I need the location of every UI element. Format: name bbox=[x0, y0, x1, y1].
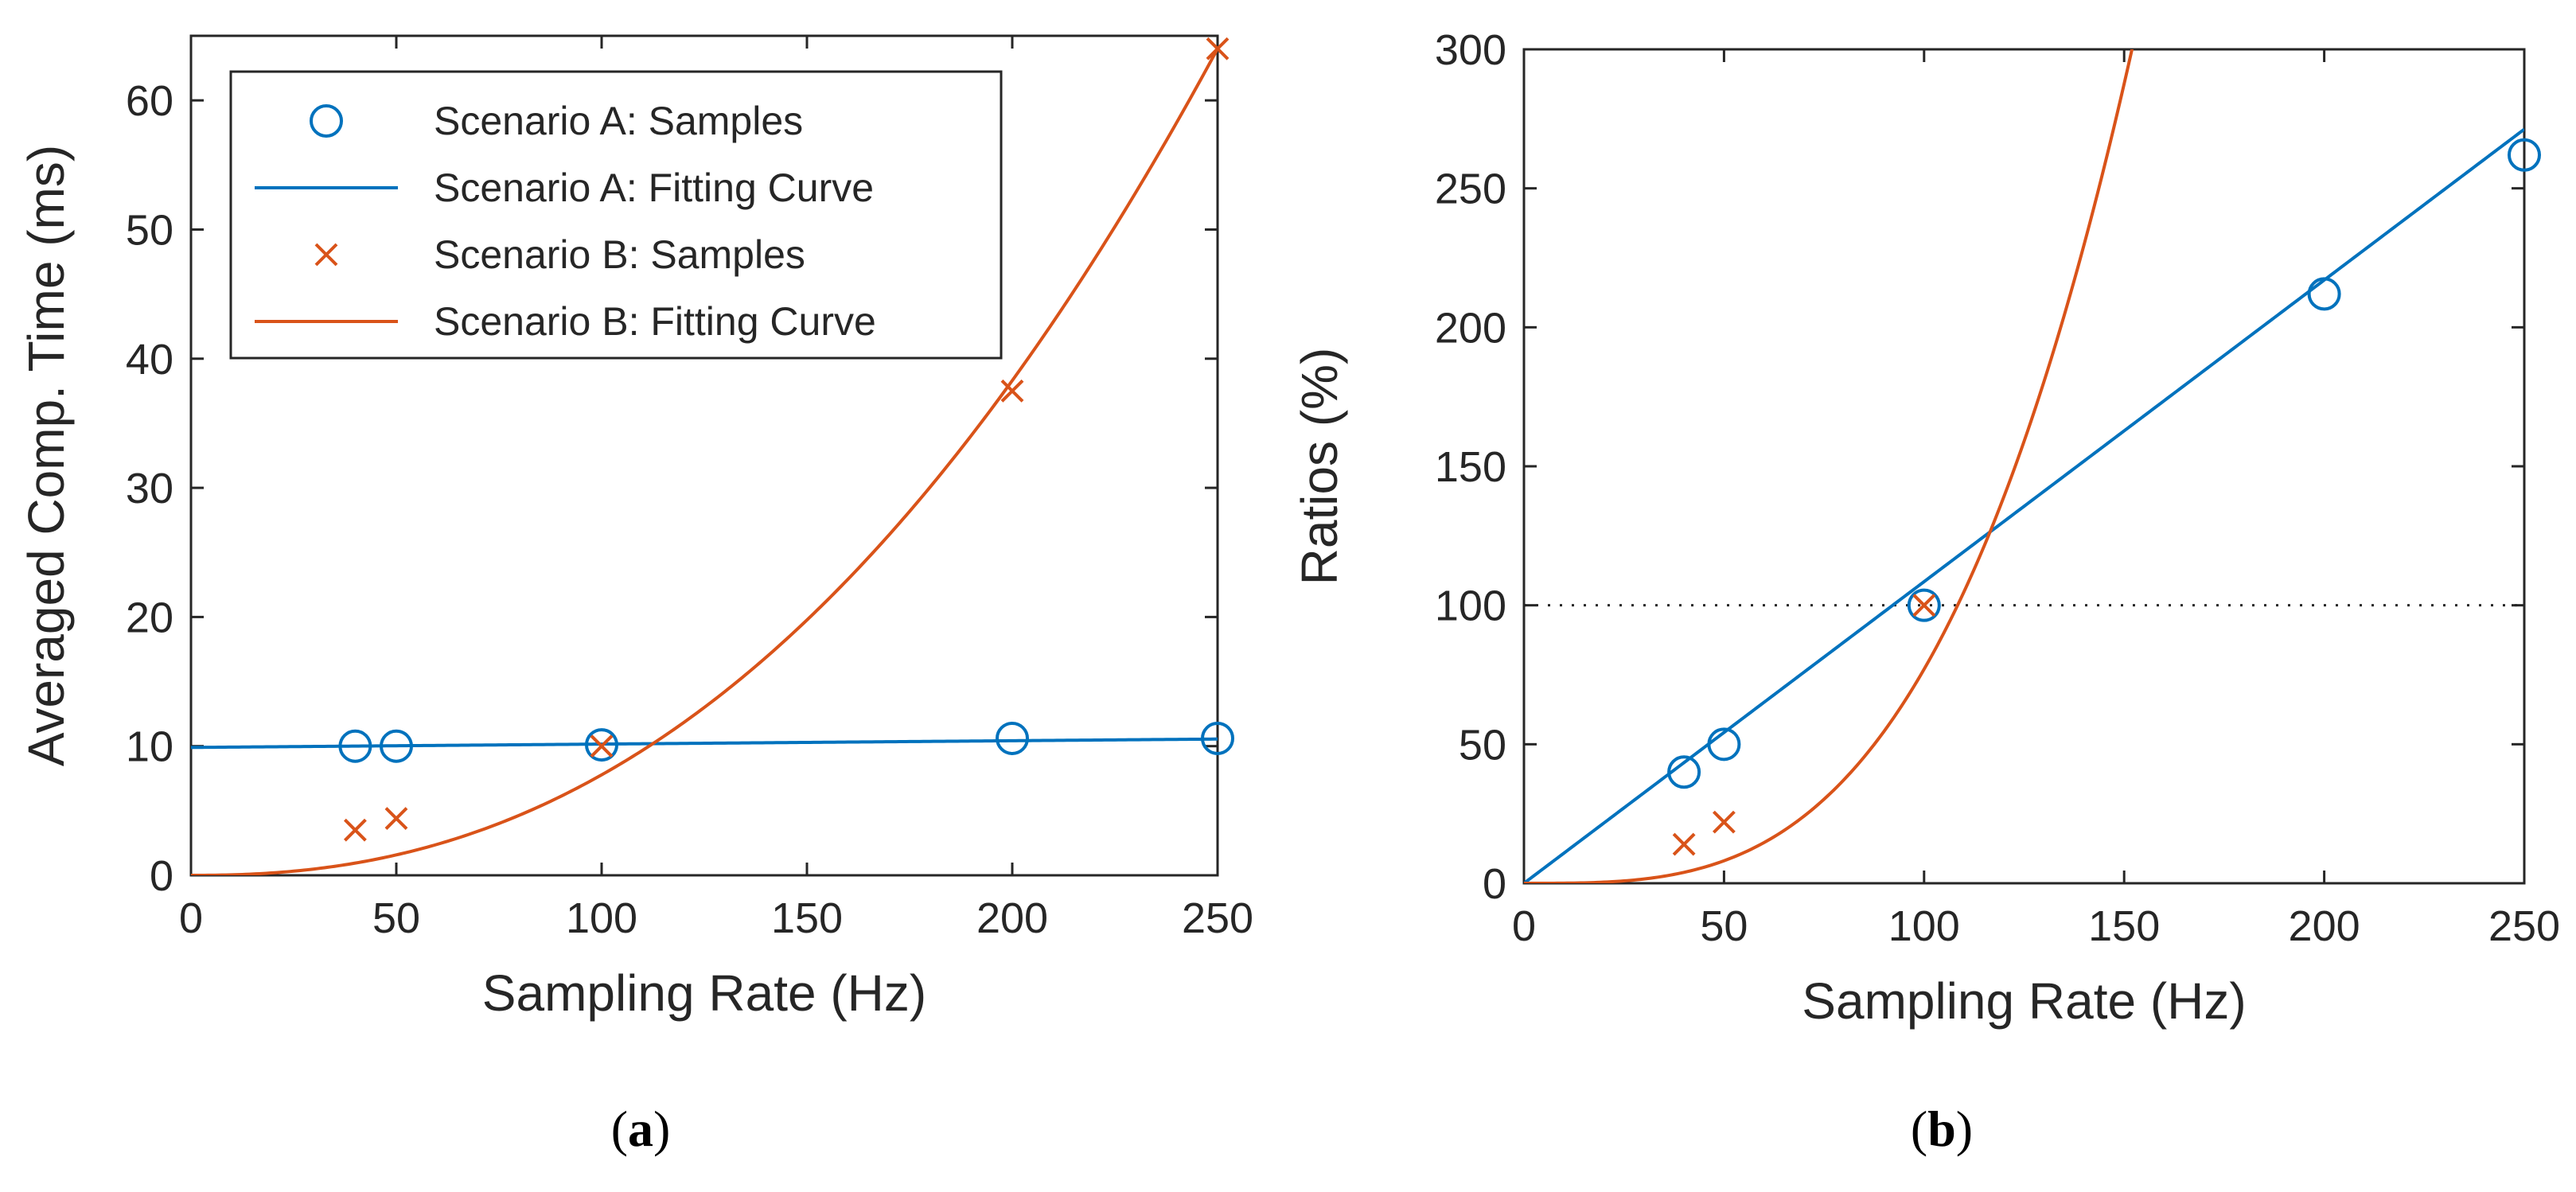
legend-entry-label: Scenario B: Samples bbox=[434, 232, 805, 277]
y-tick-label: 300 bbox=[1435, 26, 1506, 74]
legend-x-swatch bbox=[314, 243, 338, 267]
x-tick-label: 50 bbox=[1700, 902, 1748, 950]
scenario-a-sample-point bbox=[1201, 721, 1234, 755]
y-tick-label: 100 bbox=[1435, 582, 1506, 630]
scenario-a-sample-point bbox=[338, 729, 372, 763]
y-axis-label: Averaged Comp. Time (ms) bbox=[18, 145, 75, 766]
scenario-b-sample-point bbox=[1912, 594, 1936, 617]
caption-close-paren: ) bbox=[1956, 1100, 1973, 1157]
caption-open-paren: ( bbox=[1911, 1100, 1927, 1157]
legend: Scenario A: Samples Scenario A: Fitting C… bbox=[229, 70, 1003, 360]
x-tick-label: 200 bbox=[976, 894, 1048, 942]
y-tick-label: 200 bbox=[1435, 304, 1506, 352]
caption-letter: b bbox=[1927, 1100, 1956, 1157]
scenario-a-sample-point bbox=[1907, 588, 1941, 622]
y-tick-label: 150 bbox=[1435, 443, 1506, 491]
axes-box bbox=[189, 34, 1219, 877]
y-tick-label: 250 bbox=[1435, 166, 1506, 213]
legend-entry-label: Scenario B: Fitting Curve bbox=[434, 299, 876, 344]
legend-box bbox=[229, 70, 1003, 360]
legend-entry-label: Scenario A: Fitting Curve bbox=[434, 166, 874, 210]
caption-close-paren: ) bbox=[653, 1100, 670, 1157]
y-axis-label: Ratios (%) bbox=[1291, 348, 1348, 586]
panel-b: 0 50 100 150 200 250 0 50 100 150 200 250 300 Samplin… bbox=[1291, 26, 2560, 1157]
y-tick-label: 60 bbox=[126, 77, 173, 125]
scenario-b-sample-point bbox=[1672, 832, 1696, 856]
y-tick-label: 50 bbox=[1459, 721, 1506, 769]
panel-caption: (b) bbox=[1911, 1100, 1973, 1157]
caption-open-paren: ( bbox=[611, 1100, 628, 1157]
y-tick-label: 40 bbox=[126, 336, 173, 384]
fit-curve-scenario-a bbox=[191, 737, 1218, 750]
legend-entry-label: Scenario A: Samples bbox=[434, 99, 803, 143]
scenario-a-sample-point bbox=[2307, 277, 2341, 311]
scenario-b-sample-point bbox=[343, 818, 367, 842]
x-tick-label: 0 bbox=[1512, 902, 1536, 950]
fit-curve-scenario-b bbox=[1524, 49, 2134, 883]
x-tick-label: 150 bbox=[771, 894, 843, 942]
caption-letter: a bbox=[628, 1100, 653, 1157]
x-tick-label: 100 bbox=[1888, 902, 1960, 950]
fit-curve-scenario-a bbox=[1524, 127, 2524, 883]
y-tick-label: 10 bbox=[126, 723, 173, 771]
x-tick-label: 50 bbox=[372, 894, 420, 942]
scenario-b-sample-point bbox=[384, 807, 408, 830]
y-tick-label: 50 bbox=[126, 206, 173, 254]
scenario-b-sample-point bbox=[1206, 37, 1230, 60]
x-tick-label: 0 bbox=[179, 894, 203, 942]
panel-caption: (a) bbox=[611, 1100, 671, 1157]
scenario-b-sample-point bbox=[590, 734, 614, 758]
x-axis-label: Sampling Rate (Hz) bbox=[1802, 972, 2246, 1030]
scenario-b-sample-point bbox=[1712, 810, 1736, 834]
y-tick-label: 30 bbox=[126, 465, 173, 512]
scenario-a-sample-point bbox=[1707, 727, 1741, 762]
x-tick-label: 250 bbox=[2488, 902, 2560, 950]
x-tick-label: 100 bbox=[566, 894, 637, 942]
y-tick-label: 0 bbox=[1483, 860, 1506, 908]
x-tick-label: 150 bbox=[2088, 902, 2160, 950]
panel-a: 0 50 100 150 200 250 0 10 20 30 40 50 60 Sampling Rat… bbox=[18, 34, 1253, 1157]
legend-circle-swatch bbox=[310, 104, 343, 138]
axes-box bbox=[1522, 48, 2526, 885]
x-axis-label: Sampling Rate (Hz) bbox=[482, 964, 926, 1022]
scenario-a-sample-point bbox=[1667, 755, 1701, 789]
scenario-a-sample-point bbox=[2508, 138, 2541, 172]
y-tick-label: 20 bbox=[126, 594, 173, 641]
fit-curve-scenario-b bbox=[191, 48, 1218, 875]
y-tick-label: 0 bbox=[150, 852, 173, 900]
x-tick-label: 250 bbox=[1182, 894, 1253, 942]
x-tick-label: 200 bbox=[2289, 902, 2360, 950]
scenario-a-sample-point bbox=[380, 729, 413, 763]
scenario-b-sample-point bbox=[1000, 379, 1024, 403]
scenario-a-sample-point bbox=[585, 728, 618, 762]
scenario-a-sample-point bbox=[996, 721, 1029, 755]
